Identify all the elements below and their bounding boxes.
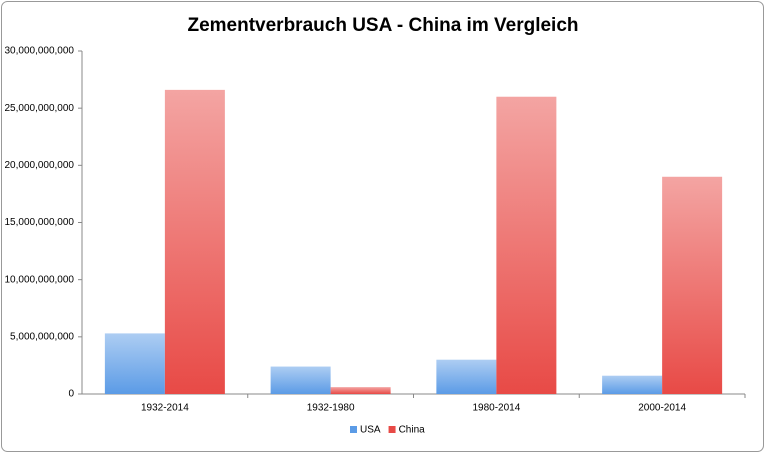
bar	[270, 366, 331, 394]
legend-label: USA	[360, 425, 381, 436]
y-tick-label: 30,000,000,000	[4, 46, 74, 57]
bar	[496, 96, 557, 394]
x-tick-label: 1932-2014	[141, 403, 189, 414]
y-tick-label: 10,000,000,000	[4, 274, 74, 285]
bar	[164, 89, 225, 394]
legend-label: China	[399, 425, 426, 436]
chart-title: Zementverbrauch USA - China im Vergleich	[187, 15, 578, 36]
bar	[104, 333, 165, 394]
bar	[662, 176, 723, 394]
x-tick-label: 2000-2014	[638, 403, 686, 414]
y-tick-label: 15,000,000,000	[4, 217, 74, 228]
x-tick-label: 1932-1980	[307, 403, 355, 414]
x-tick-label: 1980-2014	[472, 403, 520, 414]
legend-swatch	[388, 426, 396, 433]
bar	[436, 359, 497, 394]
y-tick-label: 0	[68, 389, 74, 400]
bar	[602, 375, 663, 394]
y-tick-label: 25,000,000,000	[4, 103, 74, 114]
y-tick-label: 20,000,000,000	[4, 160, 74, 171]
bar	[330, 387, 391, 394]
y-tick-label: 5,000,000,000	[10, 331, 74, 342]
legend-swatch	[350, 426, 357, 433]
